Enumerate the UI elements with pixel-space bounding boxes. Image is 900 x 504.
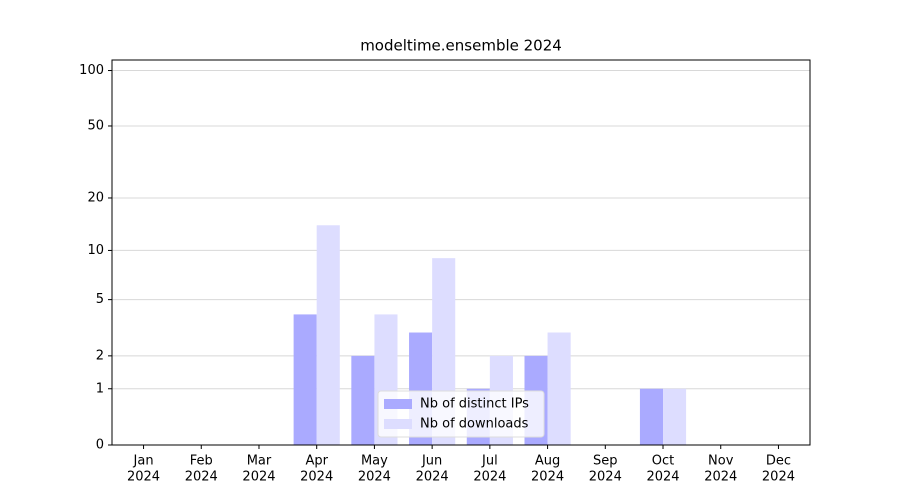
x-tick-label: 2024: [185, 470, 218, 485]
plot-frame: [111, 59, 811, 446]
y-tick-label: 10: [87, 243, 104, 258]
x-tick-label: Mar: [247, 454, 272, 469]
x-tick-label: 2024: [127, 470, 160, 485]
y-tick-label: 50: [87, 118, 104, 133]
x-tick-label: Jul: [481, 454, 498, 469]
bar: [663, 388, 687, 445]
x-tick-label: May: [361, 454, 388, 469]
y-tick-label: 2: [96, 348, 104, 363]
legend-swatch: [384, 399, 412, 409]
y-tick-label: 20: [87, 190, 104, 205]
y-tick-label: 1: [96, 381, 104, 396]
x-tick-label: 2024: [473, 470, 506, 485]
x-tick-label: Apr: [305, 454, 328, 469]
x-tick-label: 2024: [762, 470, 795, 485]
legend-box: [377, 390, 545, 438]
x-tick-label: Oct: [652, 454, 674, 469]
x-tick-label: Aug: [535, 454, 560, 469]
x-tick-label: 2024: [358, 470, 391, 485]
x-tick-label: Feb: [190, 454, 213, 469]
x-tick-label: 2024: [646, 470, 679, 485]
bar: [639, 388, 664, 445]
x-tick-label: 2024: [531, 470, 564, 485]
x-tick-label: 2024: [416, 470, 449, 485]
x-tick-label: Dec: [766, 454, 791, 469]
x-tick-label: 2024: [242, 470, 275, 485]
x-tick-label: Sep: [593, 454, 618, 469]
bar: [351, 355, 375, 445]
legend-label: Nb of downloads: [420, 417, 529, 432]
bar: [547, 332, 571, 445]
legend-swatch: [384, 419, 412, 429]
chart-title: modeltime.ensemble 2024: [360, 37, 562, 55]
x-tick-label: 2024: [704, 470, 737, 485]
x-tick-label: Jan: [133, 454, 154, 469]
y-tick-label: 100: [79, 63, 104, 78]
bar: [293, 314, 317, 445]
y-tick-label: 5: [96, 292, 104, 307]
x-tick-label: Nov: [708, 454, 734, 469]
bar: [316, 225, 340, 445]
legend-label: Nb of distinct IPs: [420, 397, 529, 412]
x-tick-label: Jun: [421, 454, 442, 469]
y-tick-label: 0: [96, 438, 104, 453]
legend: Nb of distinct IPs Nb of downloads: [377, 390, 545, 438]
x-tick-label: 2024: [300, 470, 333, 485]
x-tick-label: 2024: [589, 470, 622, 485]
